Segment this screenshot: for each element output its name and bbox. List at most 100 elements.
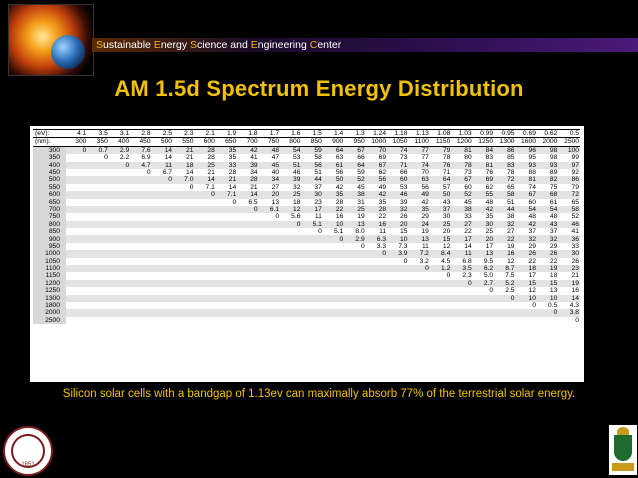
table-cell <box>322 272 345 280</box>
table-cell: 42 <box>237 146 259 155</box>
table-cell: 52 <box>344 176 366 184</box>
table-cell: 78 <box>451 161 473 169</box>
table-cell <box>258 287 281 295</box>
table-row: 2500 0 <box>33 316 580 325</box>
table-cell: 35 <box>215 146 238 155</box>
table-row: 300 0 0.7 2.9 7.6 14 21 28 35 42 48 54 59 64 67 70 74 77 7… <box>33 146 580 155</box>
table-row: 850 0 5.1 8.0 11 15 19 20 22 25 27 37 37 41 <box>33 228 580 236</box>
table-cell: 3.9 <box>387 250 409 258</box>
row-label: 600 <box>33 191 66 199</box>
table-cell <box>173 213 195 221</box>
table-cell: 59 <box>344 168 366 177</box>
table-cell <box>151 316 174 325</box>
table-cell <box>472 309 495 317</box>
table-cell: 17 <box>515 272 537 280</box>
nm-header-cell: 750 <box>258 137 281 147</box>
table-cell <box>237 287 259 295</box>
table-cell: 11 <box>451 250 473 258</box>
table-cell: 59 <box>301 146 323 155</box>
table-cell <box>108 205 131 214</box>
ev-header-cell: 2.1 <box>194 128 216 139</box>
table-cell <box>280 294 302 302</box>
table-cell: 0 <box>558 316 580 325</box>
org-initial: S <box>96 39 104 51</box>
table-cell <box>365 301 388 310</box>
table-cell: 29 <box>515 242 537 251</box>
row-label: 1100 <box>33 265 66 273</box>
table-cell: 21 <box>558 272 580 280</box>
table-cell <box>151 242 174 251</box>
org-initial: E <box>153 39 161 51</box>
nm-header-cell: 550 <box>173 137 195 147</box>
table-cell <box>215 309 238 317</box>
table-cell <box>130 287 152 295</box>
sun-earth-logo <box>8 4 94 76</box>
ev-header-cell: 0.62 <box>536 128 559 139</box>
table-cell: 67 <box>451 176 473 184</box>
table-cell: 5.2 <box>494 279 516 288</box>
table-cell <box>130 316 152 325</box>
university-seal-logo: 1851 <box>3 426 53 476</box>
table-cell <box>130 272 152 280</box>
table-cell: 45 <box>451 198 473 206</box>
table-cell <box>365 265 388 273</box>
table-cell <box>108 309 131 317</box>
table-cell: 0 <box>194 191 216 199</box>
table-cell <box>151 309 174 317</box>
table-cell <box>173 242 195 251</box>
table-cell: 22 <box>515 257 537 266</box>
table-cell: 99 <box>558 154 580 162</box>
table-cell <box>66 183 88 192</box>
table-cell: 37 <box>515 228 537 236</box>
nm-header-cell: 2000 <box>536 137 559 147</box>
table-cell: 10 <box>387 235 409 243</box>
table-cell <box>194 287 216 295</box>
table-cell: 15 <box>429 235 452 243</box>
table-row: 900 0 2.9 6.3 10 13 15 17 20 22 32 32 36 <box>33 235 580 243</box>
row-label: 1800 <box>33 301 66 310</box>
table-cell: 16 <box>322 213 345 221</box>
table-cell <box>87 294 109 302</box>
table-cell <box>429 287 452 295</box>
table-cell: 0 <box>66 146 88 155</box>
table-cell: 56 <box>301 161 323 169</box>
table-cell <box>280 309 302 317</box>
table-cell <box>130 294 152 302</box>
table-cell: 81 <box>515 176 537 184</box>
table-cell <box>87 287 109 295</box>
ev-header-cell: 1.8 <box>237 128 259 139</box>
table-cell: 34 <box>258 176 281 184</box>
table-cell <box>66 301 88 310</box>
table-cell: 43 <box>429 198 452 206</box>
table-cell <box>173 250 195 258</box>
table-cell: 79 <box>429 146 452 155</box>
table-cell: 18 <box>515 265 537 273</box>
table-cell <box>87 272 109 280</box>
table-cell: 8.4 <box>429 250 452 258</box>
table-cell: 0 <box>237 205 259 214</box>
table-cell: 12 <box>280 205 302 214</box>
table-cell <box>258 220 281 229</box>
table-cell: 66 <box>344 154 366 162</box>
ev-header-cell: 0.5 <box>558 128 580 139</box>
table-cell <box>87 301 109 310</box>
table-cell: 12 <box>429 242 452 251</box>
table-cell: 96 <box>515 146 537 155</box>
table-row: 600 0 7.1 14 20 25 30 35 38 42 46 49 50 52 55 58 67 68 72 <box>33 191 580 199</box>
table-cell: 48 <box>258 146 281 155</box>
table-cell: 74 <box>408 161 430 169</box>
table-cell: 20 <box>472 235 495 243</box>
table-cell <box>173 228 195 236</box>
table-cell: 67 <box>365 161 388 169</box>
table-cell: 52 <box>451 191 473 199</box>
table-cell: 45 <box>258 161 281 169</box>
table-cell <box>344 309 366 317</box>
table-cell: 56 <box>322 168 345 177</box>
row-label: 550 <box>33 183 66 192</box>
table-cell: 46 <box>280 168 302 177</box>
table-cell <box>215 242 238 251</box>
table-cell: 84 <box>472 146 495 155</box>
ev-header-cell: 1.7 <box>258 128 281 139</box>
table-cell <box>301 316 323 325</box>
table-cell: 7.2 <box>408 250 430 258</box>
